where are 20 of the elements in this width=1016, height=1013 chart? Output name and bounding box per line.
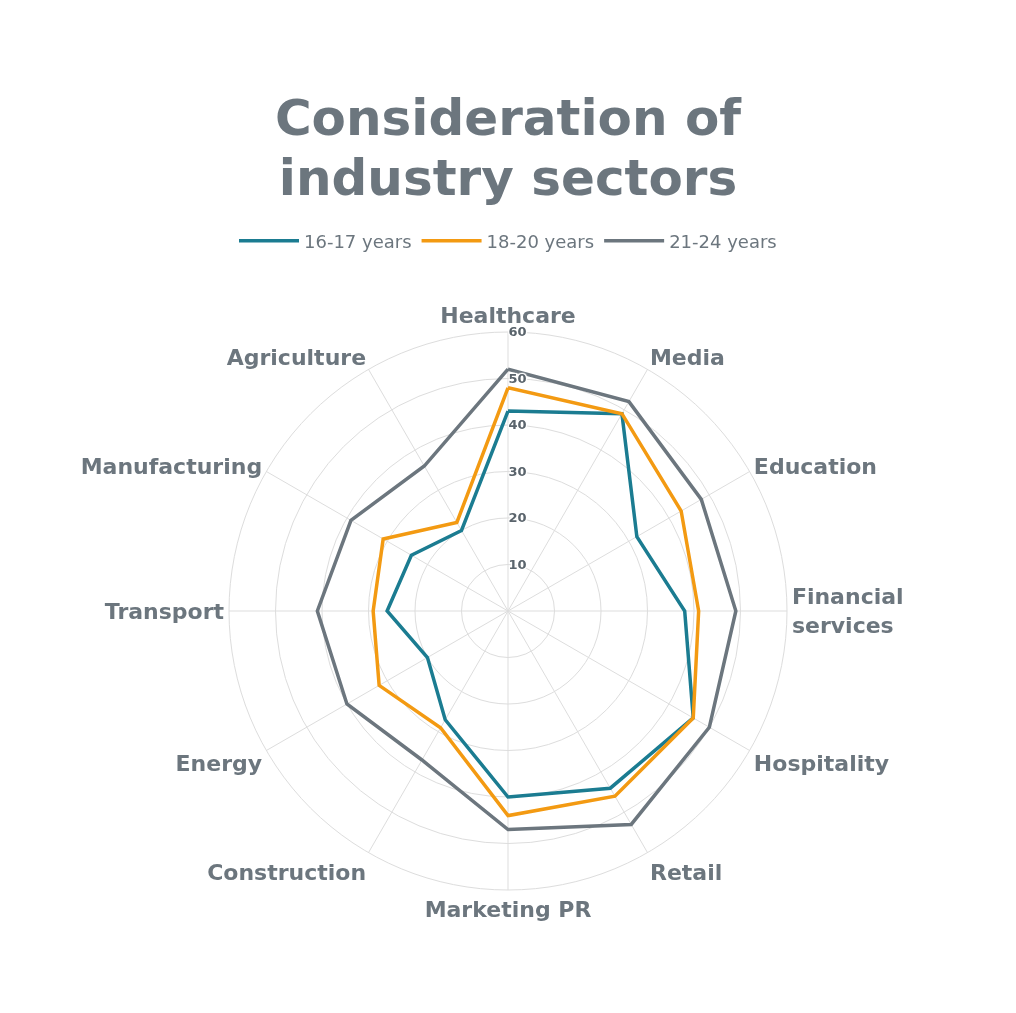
chart-title: Consideration of industry sectors bbox=[273, 88, 743, 208]
spoke-label: Manufacturing bbox=[80, 453, 263, 479]
legend-label: 21-24 years bbox=[669, 230, 777, 252]
spoke-label: Education bbox=[753, 453, 878, 479]
spoke-label: Transport bbox=[104, 598, 225, 624]
spoke-label: Hospitality bbox=[753, 750, 890, 776]
legend-label: 16-17 years bbox=[304, 230, 412, 252]
spoke-label: Marketing PR bbox=[424, 896, 592, 922]
y-tick-label: 20 bbox=[508, 510, 527, 526]
spoke-label: Media bbox=[649, 345, 725, 371]
y-tick-label: 10 bbox=[508, 556, 527, 572]
spoke-label: Retail bbox=[649, 859, 723, 885]
y-tick-label: 30 bbox=[508, 463, 527, 479]
legend-label: 18-20 years bbox=[486, 230, 595, 252]
spoke-label: Financial services bbox=[791, 584, 904, 638]
y-tick-label: 40 bbox=[508, 417, 527, 433]
spoke-label: Agriculture bbox=[226, 345, 367, 371]
y-tick-label: 50 bbox=[508, 370, 527, 386]
spoke-label: Energy bbox=[175, 750, 263, 776]
spoke-label: Construction bbox=[207, 859, 367, 885]
